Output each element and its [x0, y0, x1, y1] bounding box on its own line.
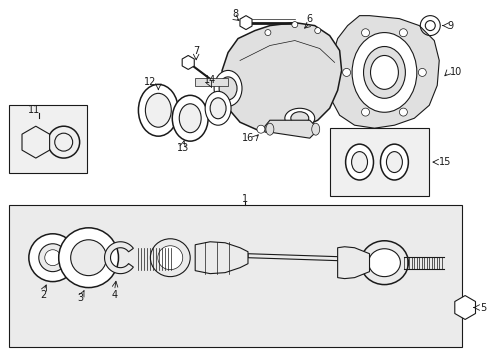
Text: 5: 5 — [479, 302, 486, 312]
Circle shape — [256, 125, 264, 133]
Ellipse shape — [172, 95, 208, 141]
Ellipse shape — [311, 123, 319, 135]
Ellipse shape — [285, 108, 314, 128]
Text: 15: 15 — [438, 157, 451, 167]
Ellipse shape — [345, 144, 373, 180]
Polygon shape — [329, 15, 438, 128]
Bar — [9, 105, 86, 173]
Ellipse shape — [363, 46, 405, 98]
Text: 12: 12 — [144, 77, 156, 87]
Text: 11: 11 — [28, 105, 40, 115]
Ellipse shape — [210, 98, 225, 119]
Circle shape — [264, 30, 270, 36]
Ellipse shape — [150, 239, 190, 276]
Bar — [195, 78, 227, 86]
Circle shape — [28, 134, 44, 150]
Polygon shape — [195, 242, 247, 274]
Polygon shape — [222, 23, 341, 132]
Text: 8: 8 — [231, 9, 238, 19]
Bar — [9, 205, 461, 347]
Ellipse shape — [380, 144, 407, 180]
Polygon shape — [264, 120, 315, 138]
Circle shape — [342, 68, 350, 76]
Ellipse shape — [370, 55, 398, 89]
Text: 4: 4 — [111, 289, 117, 300]
Text: 7: 7 — [193, 45, 199, 55]
Ellipse shape — [351, 152, 367, 172]
Polygon shape — [22, 126, 49, 158]
Polygon shape — [240, 15, 251, 30]
Polygon shape — [104, 242, 133, 274]
Ellipse shape — [360, 241, 407, 285]
Ellipse shape — [386, 152, 402, 172]
Text: 6: 6 — [306, 14, 312, 24]
Circle shape — [291, 22, 297, 28]
Ellipse shape — [290, 112, 308, 125]
Ellipse shape — [138, 84, 178, 136]
Circle shape — [458, 302, 470, 314]
Bar — [329, 128, 428, 196]
Ellipse shape — [205, 91, 230, 125]
Polygon shape — [247, 254, 369, 262]
Text: 14: 14 — [203, 75, 216, 85]
Polygon shape — [337, 247, 369, 279]
Ellipse shape — [219, 77, 237, 100]
Ellipse shape — [158, 246, 183, 270]
Text: 9: 9 — [447, 21, 452, 31]
Circle shape — [71, 240, 106, 276]
Circle shape — [361, 108, 369, 116]
Ellipse shape — [145, 93, 171, 127]
Text: 1: 1 — [242, 194, 247, 204]
Circle shape — [361, 29, 369, 37]
Text: 2: 2 — [41, 289, 47, 300]
Circle shape — [29, 234, 77, 282]
Circle shape — [399, 29, 407, 37]
Text: 10: 10 — [449, 67, 462, 77]
Text: 16: 16 — [242, 133, 254, 143]
Circle shape — [314, 28, 320, 33]
Ellipse shape — [214, 71, 242, 106]
Ellipse shape — [265, 123, 273, 135]
Polygon shape — [454, 296, 474, 319]
Ellipse shape — [179, 104, 201, 133]
Text: 3: 3 — [78, 293, 83, 302]
Ellipse shape — [351, 32, 416, 112]
Circle shape — [399, 108, 407, 116]
Text: 13: 13 — [177, 143, 189, 153]
Ellipse shape — [368, 249, 400, 276]
Polygon shape — [182, 55, 194, 69]
Circle shape — [45, 250, 61, 266]
Circle shape — [39, 244, 66, 272]
Circle shape — [59, 228, 118, 288]
Circle shape — [417, 68, 426, 76]
